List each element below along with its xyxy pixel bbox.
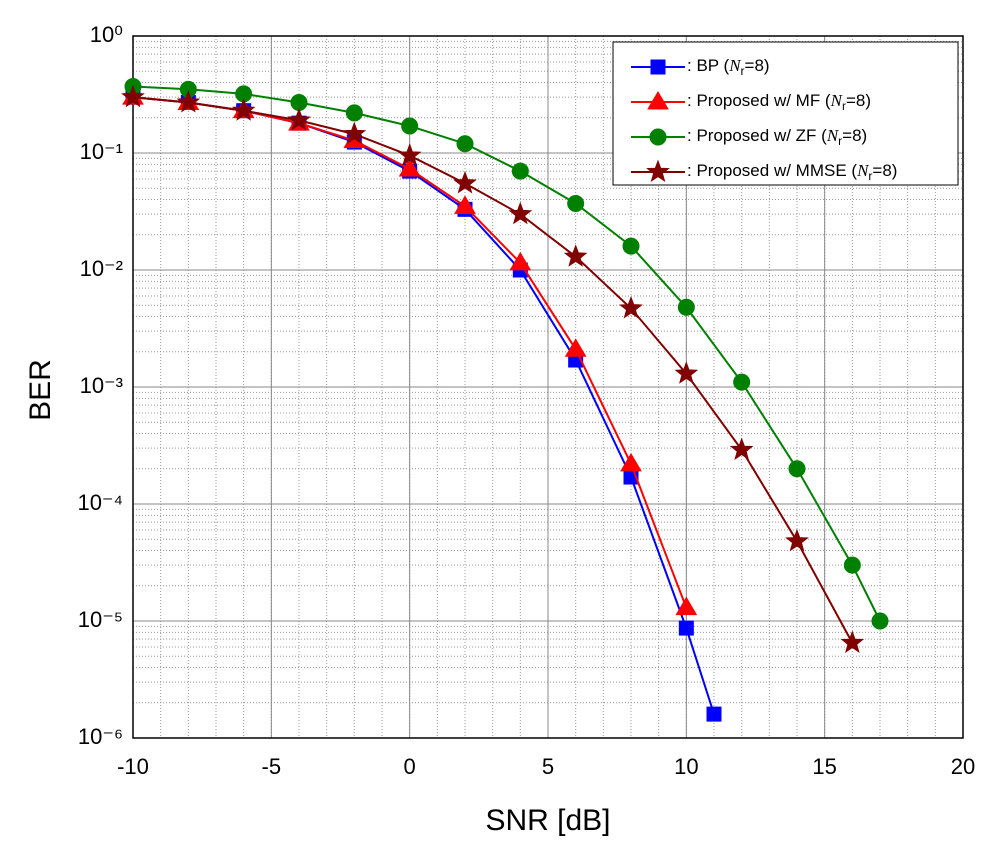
series-line — [132, 96, 715, 715]
marker — [677, 298, 695, 316]
marker — [706, 706, 722, 722]
marker — [567, 195, 585, 213]
series-line — [132, 96, 854, 644]
marker — [649, 128, 667, 146]
marker — [840, 630, 865, 653]
marker — [785, 528, 809, 552]
marker — [788, 460, 806, 478]
marker — [619, 295, 643, 319]
legend: : BP (Nr=8) : Proposed w/ MF (Nr=8) : Prop… — [612, 41, 959, 186]
marker — [509, 251, 532, 271]
x-tick-label: 15 — [812, 754, 836, 779]
legend-label: : Proposed w/ MMSE (Nr=8) — [687, 161, 897, 183]
marker — [729, 437, 754, 460]
marker — [345, 104, 363, 122]
marker — [398, 158, 421, 177]
x-tick-label: -10 — [117, 754, 149, 779]
x-tick-label: 5 — [542, 754, 554, 779]
y-tick-label: 10⁻² — [80, 256, 123, 281]
marker — [733, 373, 751, 391]
marker — [675, 596, 698, 616]
marker — [650, 59, 666, 75]
marker — [674, 361, 699, 384]
marker — [563, 244, 588, 267]
x-tick-label: -5 — [262, 754, 282, 779]
marker — [456, 135, 474, 153]
marker — [564, 338, 587, 357]
y-tick-label: 10⁻³ — [80, 373, 123, 398]
marker — [454, 195, 476, 214]
marker — [511, 162, 529, 180]
legend-label: : Proposed w/ MF (Nr=8) — [687, 91, 871, 113]
y-tick-label: 10⁰ — [90, 22, 123, 47]
marker — [871, 612, 889, 630]
marker — [397, 143, 422, 166]
marker — [622, 237, 640, 255]
marker — [678, 620, 694, 636]
marker — [646, 159, 670, 183]
marker — [647, 91, 669, 110]
x-tick-label: 0 — [404, 754, 416, 779]
x-axis-label: SNR [dB] — [485, 804, 610, 837]
y-tick-label: 10⁻¹ — [80, 139, 123, 164]
marker — [176, 90, 201, 113]
marker — [401, 117, 419, 135]
plot-frame — [132, 35, 964, 739]
marker — [342, 121, 367, 145]
marker — [843, 556, 861, 574]
marker — [453, 170, 477, 194]
marker — [508, 201, 533, 225]
x-tick-label: 20 — [951, 754, 975, 779]
y-axis-label: BER — [24, 359, 57, 421]
y-tick-label: 10⁻⁵ — [78, 607, 123, 632]
legend-box — [612, 41, 959, 186]
legend-label: : Proposed w/ ZF (Nr=8) — [687, 126, 867, 148]
marker — [620, 452, 642, 472]
legend-label: : BP (Nr=8) — [687, 56, 770, 78]
marker — [121, 84, 145, 108]
y-tick-label: 10⁻⁶ — [78, 724, 123, 749]
x-tick-label: 10 — [674, 754, 698, 779]
marker — [287, 107, 311, 131]
y-tick-label: 10⁻⁴ — [77, 490, 123, 515]
marker — [231, 98, 256, 121]
